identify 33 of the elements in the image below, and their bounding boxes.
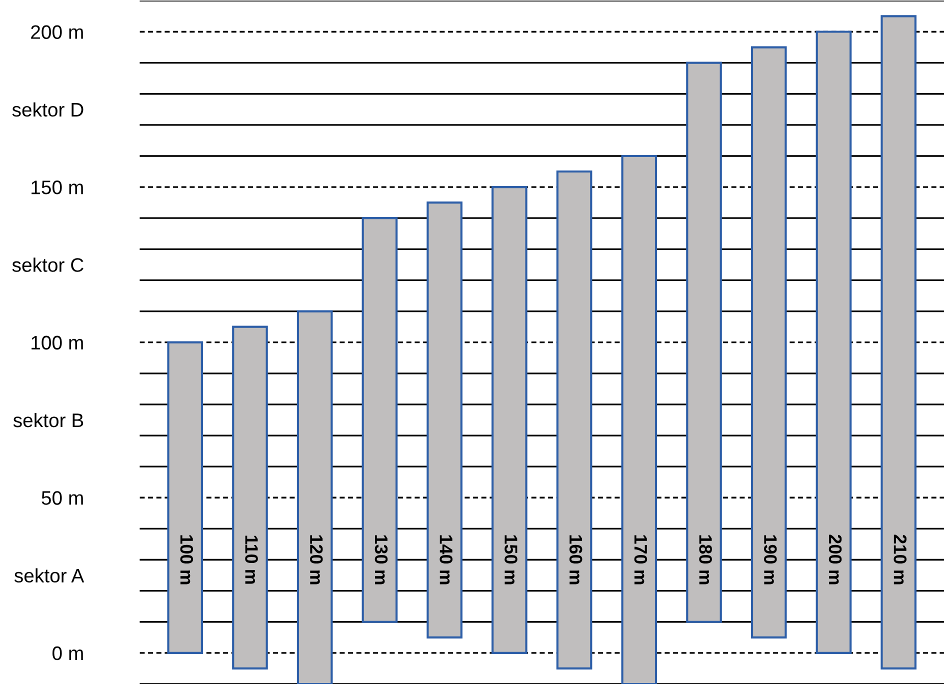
y-tick-label: 150 m <box>32 180 83 194</box>
bar <box>816 30 852 654</box>
data-label: 110 m <box>245 536 258 584</box>
y-tick-label: 200 m <box>31 25 83 39</box>
data-label: 140 m <box>440 535 452 584</box>
bar <box>362 217 398 623</box>
y-tick-label: sektor A <box>14 568 84 583</box>
bar <box>296 310 333 684</box>
bar <box>492 186 528 654</box>
bar <box>686 62 722 623</box>
data-label: 190 m <box>764 535 777 584</box>
y-tick-label: 50 m <box>42 491 83 505</box>
data-label: 160 m <box>569 535 582 584</box>
bar <box>556 170 592 670</box>
bar <box>880 15 917 670</box>
data-label: 180 m <box>699 535 712 584</box>
bar <box>621 154 658 684</box>
y-tick-label: 100 m <box>32 336 83 350</box>
bar <box>750 46 787 638</box>
y-tick-label: sektor D <box>12 102 84 117</box>
data-label: 150 m <box>504 535 518 584</box>
y-tick-label: sektor C <box>12 258 84 272</box>
data-label: 120 m <box>310 535 323 584</box>
data-label: 100 m <box>180 535 194 584</box>
y-tick-label: 0 m <box>52 646 83 660</box>
bar <box>232 326 268 670</box>
y-tick-label: sektor B <box>13 412 84 428</box>
bar <box>426 202 462 638</box>
data-label: 210 m <box>894 534 907 584</box>
data-label: 130 m <box>374 535 388 584</box>
data-label: 170 m <box>634 535 648 584</box>
bar <box>167 341 204 654</box>
data-label: 200 m <box>828 534 842 584</box>
